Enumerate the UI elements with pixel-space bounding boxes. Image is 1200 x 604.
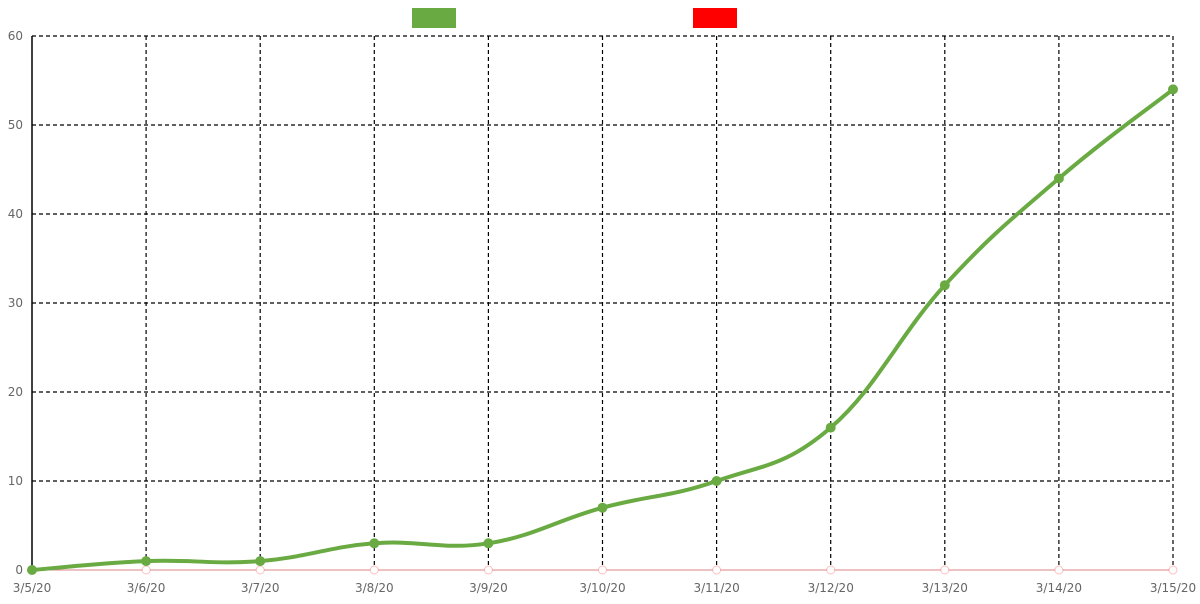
x-tick-label: 3/15/20 [1150,581,1196,595]
series-2-point-10 [1168,565,1178,575]
y-tick-label: 20 [8,385,23,399]
y-tick-label: 40 [8,207,23,221]
series-1-point-4 [483,538,494,549]
series-1-line [30,87,1175,572]
x-tick-label: 3/13/20 [922,581,968,595]
x-tick-label: 3/9/20 [469,581,508,595]
series-2-point-4 [483,565,493,575]
series-1-point-1 [141,556,152,567]
x-tick-label: 3/12/20 [808,581,854,595]
x-tick-label: 3/11/20 [693,581,739,595]
y-tick-label: 10 [8,474,23,488]
y-tick-label: 50 [8,118,23,132]
tick-labels: 0 10 20 30 40 50 60 3/5/20 3/6/20 3/7/20 3/8/20 3/9… [8,29,1196,595]
x-tick-label: 3/5/20 [13,581,52,595]
series-1-point-2 [255,556,266,567]
series-2-point-9 [1054,565,1064,575]
series-layer [27,84,1178,575]
series-2-point-6 [712,565,722,575]
y-tick-label: 0 [15,563,23,577]
series-2-point-8 [940,565,950,575]
series-1-point-0 [27,565,37,575]
series-1-point-10 [1168,84,1178,95]
x-tick-label: 3/14/20 [1036,581,1082,595]
series-2-point-3 [369,565,379,575]
x-tick-label: 3/6/20 [127,581,166,595]
x-tick-label: 3/10/20 [579,581,625,595]
series-1-point-7 [825,422,836,433]
legend [412,8,737,28]
x-tick-label: 3/8/20 [355,581,394,595]
legend-swatch-1 [412,8,456,28]
series-2-point-1 [141,565,151,575]
y-tick-label: 60 [8,29,23,43]
series-1-point-8 [939,280,950,291]
series-1-point-6 [711,476,722,486]
series-1-point-5 [597,502,608,513]
series-1-point-3 [369,538,380,549]
grid [32,35,1174,570]
series-2-point-2 [255,565,265,575]
legend-swatch-2 [693,8,737,28]
series-2-point-5 [598,565,607,575]
series-1-point-9 [1053,173,1064,184]
x-tick-label: 3/7/20 [241,581,280,595]
y-tick-label: 30 [8,296,23,310]
series-2-point-7 [826,565,836,575]
